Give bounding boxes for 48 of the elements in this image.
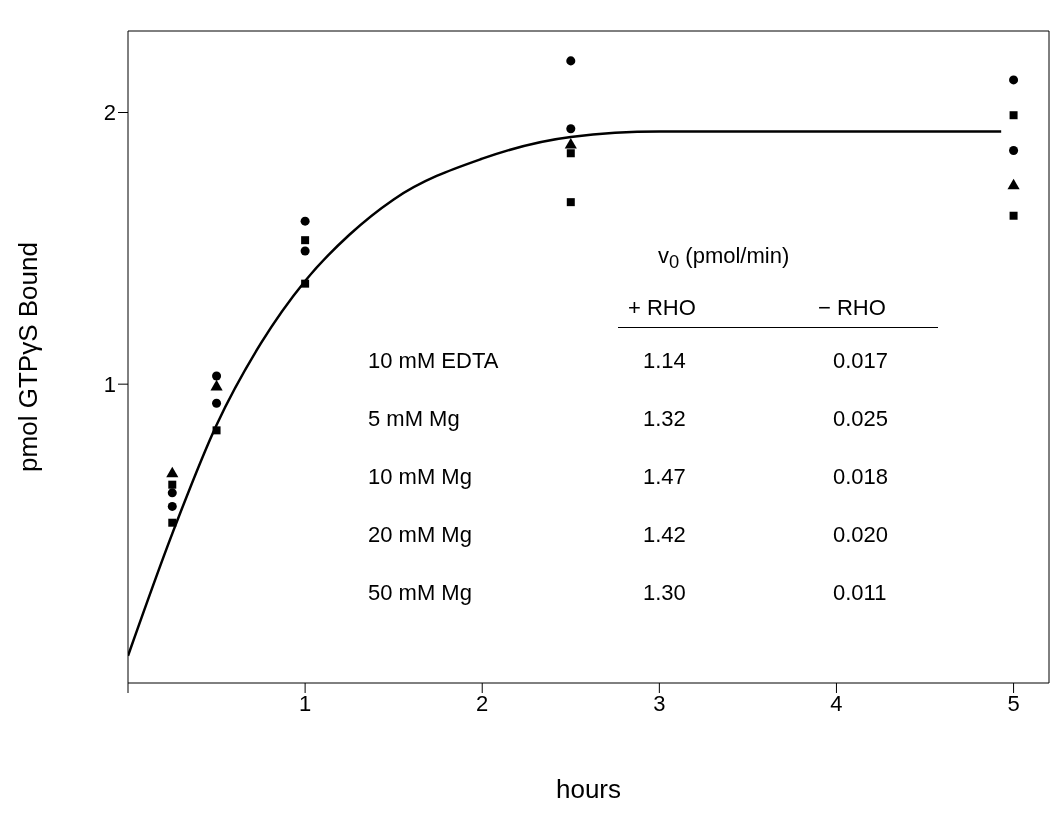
point [300, 246, 310, 256]
point [301, 236, 310, 245]
point [212, 426, 221, 435]
annotation: 1.32 [643, 406, 686, 431]
annotation: − RHO [818, 295, 886, 320]
annotation: 0.018 [833, 464, 889, 489]
point [566, 198, 575, 207]
annotation: 0.020 [833, 522, 889, 547]
annotation: v$_{0}$ (pmol/min) [658, 243, 790, 273]
point [566, 56, 576, 66]
x-tick-label: 3 [653, 690, 666, 716]
point [566, 124, 576, 134]
point [168, 518, 177, 527]
annotation: 50 mM Mg [368, 580, 472, 605]
point [1009, 111, 1018, 120]
point [301, 279, 310, 288]
x-tick-label: 2 [476, 690, 489, 716]
point [166, 466, 179, 478]
point [1009, 146, 1019, 156]
point [1009, 75, 1019, 85]
annotation: 0.017 [833, 348, 889, 373]
annotation: 1.47 [643, 464, 686, 489]
point [167, 501, 177, 511]
point [566, 149, 575, 158]
point [1007, 178, 1020, 190]
annotation: 20 mM Mg [368, 522, 472, 547]
point [300, 216, 310, 226]
annotation: + RHO [628, 295, 696, 320]
annotation: 1.30 [643, 580, 686, 605]
annotation: 1.42 [643, 522, 686, 547]
point [212, 398, 222, 408]
y-axis-title: pmol GTPγS Bound [13, 242, 44, 472]
point [564, 138, 577, 149]
annotation: 10 mM EDTA [368, 348, 499, 373]
point [168, 480, 177, 489]
point [1009, 211, 1018, 220]
point [212, 371, 222, 381]
annotation: 1.14 [643, 348, 686, 373]
x-tick-label: 1 [298, 690, 312, 716]
x-axis-title: hours [555, 774, 622, 804]
x-tick-label: 4 [830, 690, 843, 716]
point [167, 488, 177, 498]
x-tick-label: 5 [1007, 690, 1020, 716]
annotation: 10 mM Mg [368, 464, 472, 489]
annotation: 0.011 [833, 580, 887, 605]
annotation: 5 mM Mg [368, 406, 460, 431]
annotation: 0.025 [833, 406, 889, 431]
point [210, 379, 223, 391]
